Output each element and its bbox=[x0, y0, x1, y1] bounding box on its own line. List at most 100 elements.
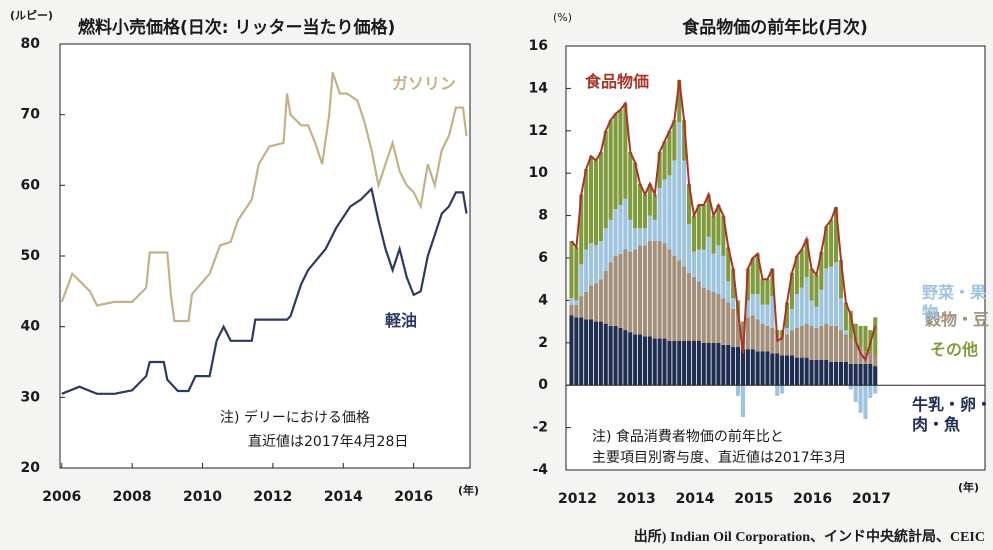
bar-segment bbox=[642, 228, 647, 246]
bar-segment bbox=[863, 364, 868, 386]
bar-segment bbox=[657, 152, 662, 189]
bar-segment bbox=[819, 251, 824, 290]
bar-segment bbox=[638, 334, 643, 386]
bar-segment bbox=[647, 183, 652, 216]
bar-segment bbox=[701, 287, 706, 343]
y-tick-label: 70 bbox=[21, 107, 41, 123]
bar-segment bbox=[574, 304, 579, 318]
plot-frame bbox=[59, 43, 471, 469]
bar-segment bbox=[750, 315, 755, 350]
bar-segment bbox=[843, 334, 848, 362]
bar-segment bbox=[726, 281, 731, 303]
bar-segment bbox=[638, 245, 643, 335]
bar-segment bbox=[760, 279, 765, 305]
bar-segment bbox=[814, 306, 819, 328]
x-tick-label: 2014 bbox=[676, 491, 715, 507]
bar-segment bbox=[834, 325, 839, 362]
bar-segment bbox=[608, 325, 613, 386]
bar-segment bbox=[789, 272, 794, 309]
bar-segment bbox=[765, 351, 770, 386]
bar-segment bbox=[677, 260, 682, 341]
bar-segment bbox=[799, 325, 804, 358]
y-tick-label: 2 bbox=[538, 335, 548, 351]
bar-segment bbox=[613, 325, 618, 386]
bar-segment bbox=[853, 342, 858, 364]
bar-segment bbox=[721, 344, 726, 386]
bar-segment bbox=[838, 361, 843, 386]
bar-segment bbox=[873, 355, 878, 367]
bar-segment bbox=[642, 336, 647, 386]
bar-segment bbox=[623, 198, 628, 250]
bar-segment bbox=[834, 207, 839, 263]
bar-segment bbox=[765, 304, 770, 326]
bar-segment bbox=[760, 351, 765, 386]
bar-segment bbox=[819, 289, 824, 326]
bar-segment bbox=[598, 321, 603, 386]
bar-segment bbox=[574, 247, 579, 301]
bar-segment bbox=[765, 325, 770, 352]
bar-segment bbox=[647, 241, 652, 337]
legend-label: 野菜・果物 bbox=[922, 283, 987, 322]
bar-segment bbox=[682, 340, 687, 386]
bar-segment bbox=[804, 357, 809, 386]
bar-segment bbox=[853, 385, 858, 403]
bar-segment bbox=[647, 336, 652, 386]
bar-segment bbox=[731, 268, 736, 299]
chart-title: 食品物価の前年比(月次) bbox=[682, 17, 868, 38]
bar-segment bbox=[785, 334, 790, 356]
bar-segment bbox=[696, 340, 701, 386]
bar-segment bbox=[863, 325, 868, 352]
annotation: 注) デリーにおける価格 bbox=[220, 409, 370, 426]
bar-segment bbox=[662, 338, 667, 386]
bar-segment bbox=[843, 302, 848, 331]
bar-segment bbox=[755, 319, 760, 352]
bar-segment bbox=[804, 323, 809, 358]
bar-segment bbox=[868, 385, 873, 398]
bar-segment bbox=[672, 340, 677, 386]
bar-segment bbox=[843, 330, 848, 335]
bar-segment bbox=[623, 330, 628, 386]
series-line bbox=[61, 186, 468, 395]
bar-segment bbox=[593, 283, 598, 322]
bar-segment bbox=[799, 287, 804, 326]
x-tick-label: 2017 bbox=[852, 491, 891, 507]
bar-segment bbox=[809, 268, 814, 301]
bar-segment bbox=[687, 340, 692, 386]
bar-segment bbox=[780, 338, 785, 356]
bar-segment bbox=[770, 296, 775, 328]
bar-segment bbox=[755, 253, 760, 295]
bar-segment bbox=[829, 361, 834, 386]
bar-segment bbox=[613, 255, 618, 326]
bar-segment bbox=[652, 338, 657, 386]
bar-segment bbox=[608, 262, 613, 326]
bar-segment bbox=[809, 325, 814, 360]
bar-segment bbox=[740, 349, 745, 386]
bar-segment bbox=[691, 251, 696, 278]
bar-segment bbox=[819, 325, 824, 360]
bar-segment bbox=[696, 249, 701, 282]
bar-segment bbox=[579, 296, 584, 318]
x-tick-label: 2016 bbox=[394, 489, 433, 505]
bar-segment bbox=[691, 277, 696, 341]
legend-label: ガソリン bbox=[392, 74, 457, 93]
bar-segment bbox=[804, 277, 809, 324]
bar-segment bbox=[785, 355, 790, 386]
bar-segment bbox=[760, 304, 765, 324]
bar-segment bbox=[579, 194, 584, 265]
bar-segment bbox=[716, 205, 721, 246]
bar-segment bbox=[701, 342, 706, 386]
bar-segment bbox=[775, 336, 780, 354]
bar-segment bbox=[579, 317, 584, 386]
bar-segment bbox=[868, 351, 873, 364]
bar-segment bbox=[848, 311, 853, 339]
bar-segment bbox=[740, 321, 745, 324]
y-tick-label: 10 bbox=[529, 165, 549, 181]
bar-segment bbox=[603, 270, 608, 324]
bar-segment bbox=[834, 361, 839, 386]
x-tick-label: 2014 bbox=[324, 489, 363, 505]
bar-segment bbox=[838, 330, 843, 362]
x-tick-label: 2016 bbox=[793, 491, 832, 507]
bar-segment bbox=[657, 188, 662, 242]
bar-segment bbox=[677, 79, 682, 123]
